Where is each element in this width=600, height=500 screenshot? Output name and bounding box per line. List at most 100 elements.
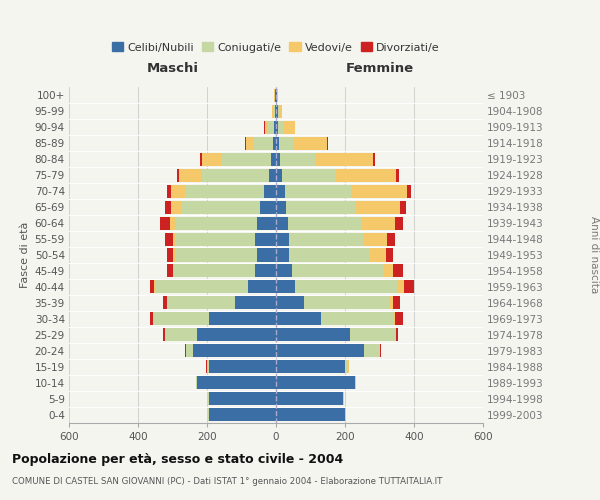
Bar bbox=[209, 312, 276, 326]
Bar bbox=[167, 184, 171, 198]
Bar bbox=[278, 121, 283, 134]
Bar bbox=[176, 232, 256, 245]
Bar bbox=[361, 216, 395, 230]
Bar bbox=[209, 392, 276, 405]
Bar bbox=[407, 184, 411, 198]
Bar bbox=[166, 328, 197, 342]
Bar bbox=[394, 264, 403, 278]
Bar bbox=[286, 200, 355, 213]
Bar bbox=[187, 184, 264, 198]
Bar bbox=[275, 89, 276, 102]
Bar bbox=[288, 216, 361, 230]
Bar bbox=[164, 200, 171, 213]
Bar bbox=[167, 248, 173, 262]
Bar bbox=[150, 280, 154, 293]
Bar bbox=[274, 121, 276, 134]
Bar bbox=[304, 296, 390, 310]
Bar bbox=[276, 105, 278, 118]
Bar bbox=[221, 152, 271, 166]
Bar bbox=[276, 360, 345, 373]
Bar bbox=[181, 200, 260, 213]
Bar bbox=[269, 168, 276, 182]
Bar bbox=[404, 280, 414, 293]
Bar bbox=[167, 296, 235, 310]
Bar bbox=[208, 392, 209, 405]
Bar bbox=[293, 137, 327, 150]
Bar bbox=[396, 168, 399, 182]
Bar bbox=[276, 280, 295, 293]
Bar bbox=[276, 137, 279, 150]
Bar bbox=[364, 344, 380, 358]
Bar bbox=[276, 168, 282, 182]
Bar bbox=[193, 344, 276, 358]
Bar bbox=[292, 264, 383, 278]
Y-axis label: Fasce di età: Fasce di età bbox=[20, 222, 31, 288]
Text: COMUNE DI CASTEL SAN GIOVANNI (PC) - Dati ISTAT 1° gennaio 2004 - Elaborazione T: COMUNE DI CASTEL SAN GIOVANNI (PC) - Dat… bbox=[12, 478, 442, 486]
Bar bbox=[396, 328, 398, 342]
Bar bbox=[207, 360, 209, 373]
Bar bbox=[163, 296, 167, 310]
Bar bbox=[395, 312, 403, 326]
Bar bbox=[289, 232, 363, 245]
Bar bbox=[153, 312, 154, 326]
Bar bbox=[276, 344, 364, 358]
Text: Popolazione per età, sesso e stato civile - 2004: Popolazione per età, sesso e stato civil… bbox=[12, 452, 343, 466]
Bar bbox=[260, 200, 276, 213]
Bar bbox=[395, 216, 403, 230]
Bar bbox=[276, 328, 350, 342]
Bar bbox=[170, 216, 176, 230]
Bar bbox=[276, 312, 321, 326]
Bar bbox=[273, 105, 275, 118]
Bar bbox=[355, 376, 356, 389]
Bar bbox=[276, 248, 289, 262]
Bar bbox=[268, 121, 274, 134]
Bar bbox=[150, 312, 153, 326]
Bar bbox=[248, 280, 276, 293]
Text: Maschi: Maschi bbox=[146, 62, 199, 74]
Bar bbox=[202, 168, 269, 182]
Bar bbox=[343, 392, 344, 405]
Bar bbox=[173, 264, 174, 278]
Bar bbox=[256, 264, 276, 278]
Bar bbox=[272, 105, 273, 118]
Bar bbox=[283, 121, 295, 134]
Bar bbox=[276, 232, 289, 245]
Bar bbox=[202, 152, 221, 166]
Bar bbox=[284, 184, 352, 198]
Bar bbox=[282, 168, 335, 182]
Bar bbox=[171, 200, 181, 213]
Bar bbox=[276, 184, 284, 198]
Bar bbox=[171, 184, 187, 198]
Bar bbox=[276, 200, 286, 213]
Bar bbox=[155, 280, 248, 293]
Bar bbox=[279, 105, 282, 118]
Bar bbox=[197, 376, 276, 389]
Bar bbox=[174, 264, 256, 278]
Bar bbox=[209, 360, 276, 373]
Bar bbox=[197, 328, 276, 342]
Bar bbox=[179, 168, 202, 182]
Bar bbox=[289, 248, 370, 262]
Bar bbox=[196, 376, 197, 389]
Bar bbox=[327, 137, 328, 150]
Bar bbox=[154, 312, 209, 326]
Text: Anni di nascita: Anni di nascita bbox=[589, 216, 599, 294]
Bar bbox=[363, 232, 388, 245]
Bar bbox=[276, 152, 280, 166]
Bar bbox=[388, 232, 395, 245]
Bar bbox=[257, 248, 276, 262]
Bar bbox=[394, 296, 400, 310]
Bar bbox=[154, 280, 155, 293]
Bar bbox=[235, 296, 276, 310]
Bar bbox=[350, 328, 395, 342]
Bar bbox=[352, 184, 407, 198]
Bar bbox=[276, 392, 343, 405]
Bar bbox=[345, 360, 349, 373]
Bar bbox=[200, 152, 202, 166]
Bar bbox=[167, 264, 173, 278]
Bar bbox=[397, 280, 404, 293]
Bar bbox=[209, 408, 276, 421]
Bar bbox=[279, 137, 293, 150]
Bar bbox=[186, 344, 193, 358]
Bar bbox=[173, 248, 176, 262]
